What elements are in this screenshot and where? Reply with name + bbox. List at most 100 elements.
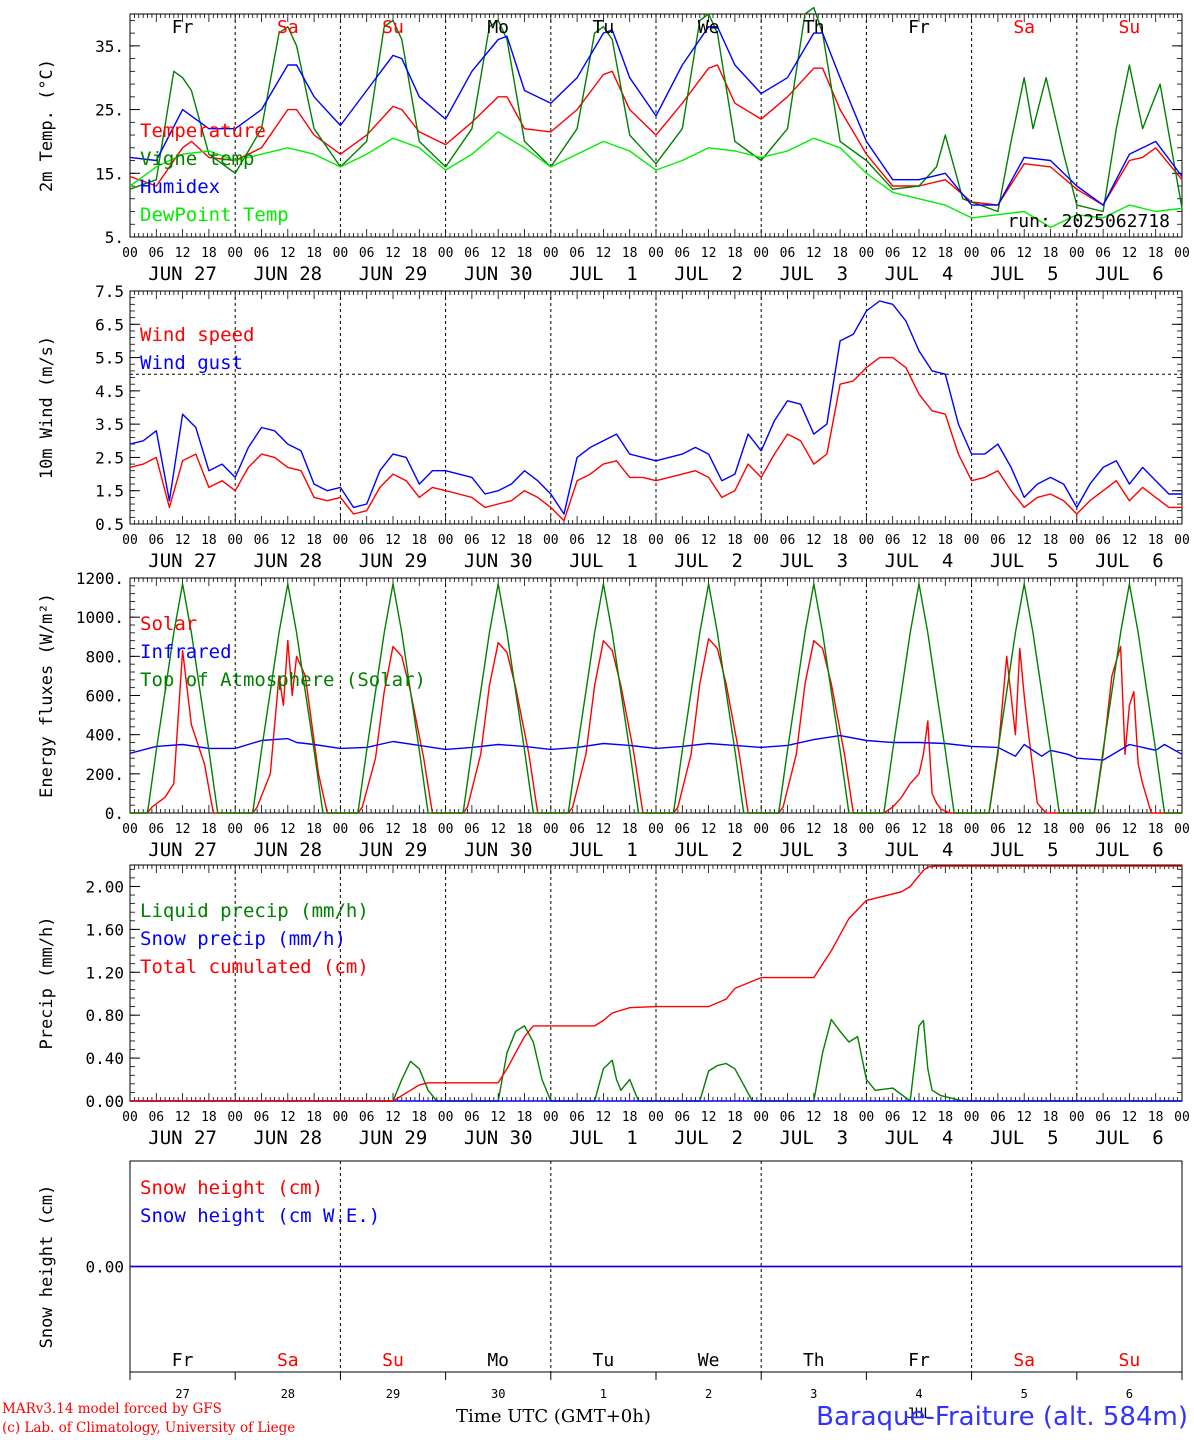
hour-tick-label: 18 bbox=[832, 533, 848, 548]
hour-tick-label: 06 bbox=[780, 822, 796, 837]
hour-tick-label: 18 bbox=[727, 246, 743, 261]
hour-tick-label: 18 bbox=[306, 822, 322, 837]
hour-tick-label: 00 bbox=[122, 1110, 138, 1125]
day-number-label: 1 bbox=[600, 1387, 607, 1401]
hour-tick-label: 12 bbox=[701, 533, 717, 548]
hour-tick-label: 18 bbox=[832, 246, 848, 261]
hour-tick-label: 06 bbox=[1095, 246, 1111, 261]
hour-tick-label: 00 bbox=[1174, 822, 1190, 837]
hour-tick-label: 18 bbox=[937, 822, 953, 837]
hour-tick-label: 00 bbox=[543, 533, 559, 548]
date-label: JUN 27 bbox=[148, 550, 217, 572]
hour-tick-label: 00 bbox=[753, 246, 769, 261]
hour-tick-label: 00 bbox=[1069, 246, 1085, 261]
hour-tick-label: 00 bbox=[122, 822, 138, 837]
date-label: JUN 27 bbox=[148, 839, 217, 861]
hour-tick-label: 12 bbox=[175, 822, 191, 837]
hour-tick-label: 00 bbox=[753, 1110, 769, 1125]
date-label: JUN 29 bbox=[359, 839, 428, 861]
hour-tick-label: 18 bbox=[937, 246, 953, 261]
hour-tick-label: 12 bbox=[280, 1110, 296, 1125]
hour-tick-label: 06 bbox=[1095, 1110, 1111, 1125]
hour-tick-label: 18 bbox=[622, 533, 638, 548]
y-tick-label: 1.20 bbox=[85, 963, 124, 982]
hour-tick-label: 18 bbox=[411, 533, 427, 548]
hour-tick-label: 12 bbox=[1122, 1110, 1138, 1125]
hour-tick-label: 00 bbox=[964, 822, 980, 837]
y-tick-label: 0. bbox=[105, 804, 124, 823]
hour-tick-label: 06 bbox=[569, 533, 585, 548]
hour-tick-label: 00 bbox=[753, 533, 769, 548]
day-number-label: 28 bbox=[281, 1387, 295, 1401]
series-line-humidex bbox=[129, 26, 1183, 206]
hour-tick-label: 00 bbox=[1174, 246, 1190, 261]
hour-tick-label: 12 bbox=[911, 246, 927, 261]
date-label: JUL 4 bbox=[885, 1127, 954, 1149]
model-credit: MARv3.14 model forced by GFS bbox=[2, 1401, 222, 1417]
hour-tick-label: 12 bbox=[806, 1110, 822, 1125]
hour-tick-label: 00 bbox=[438, 1110, 454, 1125]
hour-tick-label: 18 bbox=[517, 822, 533, 837]
y-tick-label: 1200. bbox=[76, 569, 124, 588]
hour-tick-label: 12 bbox=[1122, 246, 1138, 261]
date-label: JUL 2 bbox=[674, 1127, 743, 1149]
legend-entry: Liquid precip (mm/h) bbox=[140, 900, 369, 922]
date-label: JUL 6 bbox=[1095, 1127, 1164, 1149]
hour-tick-label: 06 bbox=[569, 246, 585, 261]
weekday-label: We bbox=[698, 17, 720, 38]
hour-tick-label: 00 bbox=[859, 246, 875, 261]
hour-tick-label: 18 bbox=[1043, 822, 1059, 837]
hour-tick-label: 00 bbox=[333, 533, 349, 548]
hour-tick-label: 12 bbox=[1122, 533, 1138, 548]
hour-tick-label: 00 bbox=[122, 246, 138, 261]
date-label: JUL 2 bbox=[674, 839, 743, 861]
hour-tick-label: 12 bbox=[911, 533, 927, 548]
energy-panel: 0. 200. 400. 600. 800. 1000. 1200. Energy fluxe… bbox=[37, 569, 1190, 861]
y-tick-label: 0.80 bbox=[85, 1006, 124, 1025]
y-tick-label: 35. bbox=[95, 37, 124, 56]
y-tick-label: 2.00 bbox=[85, 877, 124, 896]
hour-tick-label: 06 bbox=[359, 1110, 375, 1125]
date-label: JUL 5 bbox=[990, 1127, 1059, 1149]
weekday-label: Sa bbox=[1013, 1350, 1035, 1371]
hour-tick-label: 18 bbox=[201, 1110, 217, 1125]
hour-tick-label: 00 bbox=[333, 1110, 349, 1125]
hour-tick-label: 00 bbox=[859, 1110, 875, 1125]
hour-tick-label: 18 bbox=[1043, 533, 1059, 548]
y-tick-label: 1000. bbox=[76, 608, 124, 627]
date-label: JUL 3 bbox=[779, 1127, 848, 1149]
date-label: JUL 5 bbox=[990, 839, 1059, 861]
day-number-label: 29 bbox=[386, 1387, 400, 1401]
hour-tick-label: 18 bbox=[622, 1110, 638, 1125]
hour-tick-label: 18 bbox=[1148, 533, 1164, 548]
date-label: JUL 1 bbox=[569, 263, 638, 285]
hour-tick-label: 06 bbox=[780, 1110, 796, 1125]
date-label: JUN 30 bbox=[464, 1127, 533, 1149]
hour-tick-label: 18 bbox=[201, 533, 217, 548]
hour-tick-label: 12 bbox=[385, 533, 401, 548]
date-label: JUN 29 bbox=[359, 263, 428, 285]
weekday-label: Sa bbox=[1013, 17, 1035, 38]
hour-tick-label: 12 bbox=[385, 246, 401, 261]
hour-tick-label: 12 bbox=[806, 822, 822, 837]
date-label: JUN 30 bbox=[464, 839, 533, 861]
hour-tick-label: 12 bbox=[701, 246, 717, 261]
hour-tick-label: 00 bbox=[648, 533, 664, 548]
hour-tick-label: 18 bbox=[411, 822, 427, 837]
lab-credit: (c) Lab. of Climatology, University of L… bbox=[2, 1420, 296, 1436]
series-line-wind-speed bbox=[129, 356, 1182, 522]
snow-panel: 0.00 Snow height (cm) Snow height (cm) Snow… bbox=[37, 1160, 1183, 1422]
y-tick-label: 0.00 bbox=[85, 1258, 124, 1277]
hour-tick-label: 00 bbox=[227, 533, 243, 548]
date-label: JUN 28 bbox=[253, 1127, 322, 1149]
y-tick-label: 600. bbox=[85, 687, 124, 706]
hour-tick-label: 12 bbox=[806, 533, 822, 548]
date-label: JUL 5 bbox=[990, 550, 1059, 572]
weekday-label: Su bbox=[1119, 1350, 1141, 1371]
legend-entry: Snow height (cm) bbox=[140, 1177, 323, 1199]
date-label: JUL 3 bbox=[779, 550, 848, 572]
station-title: Baraque-Fraiture (alt. 584m) bbox=[816, 1402, 1188, 1432]
hour-tick-label: 18 bbox=[1148, 246, 1164, 261]
hour-tick-label: 06 bbox=[674, 533, 690, 548]
hour-tick-label: 06 bbox=[464, 822, 480, 837]
